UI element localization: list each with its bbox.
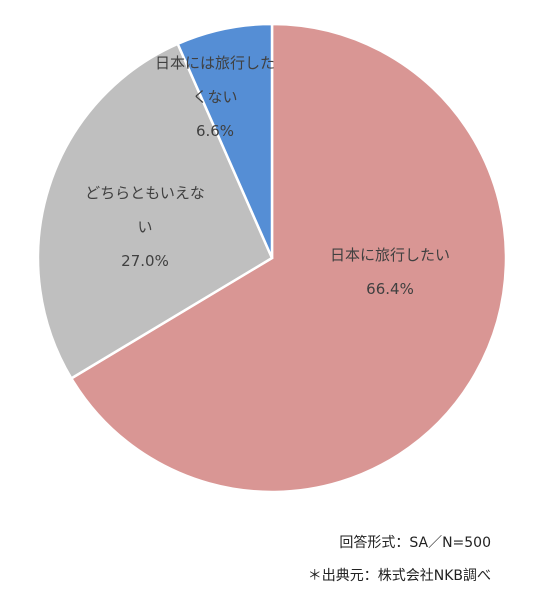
value-label: 27.0% <box>121 252 169 270</box>
slice-label: どちらともいえない 27.0% <box>83 176 207 278</box>
value-label: 6.6% <box>195 122 235 140</box>
category-label: どちらともいえない <box>85 184 205 236</box>
category-label: 日本に旅行したい <box>329 246 450 264</box>
slice-label: 日本に旅行したい 66.4% <box>328 238 452 306</box>
pie-slice <box>176 22 274 259</box>
note: 回答形式：SA／N=500 <box>339 535 491 551</box>
slice-label: 日本には旅行したくない 6.6% <box>153 46 277 148</box>
note: ＊出典元：株式会社NKB調べ <box>307 568 491 584</box>
category-label: 日本には旅行したくない <box>154 54 275 106</box>
value-label: 66.4% <box>366 280 414 298</box>
pie-slice <box>69 22 508 494</box>
